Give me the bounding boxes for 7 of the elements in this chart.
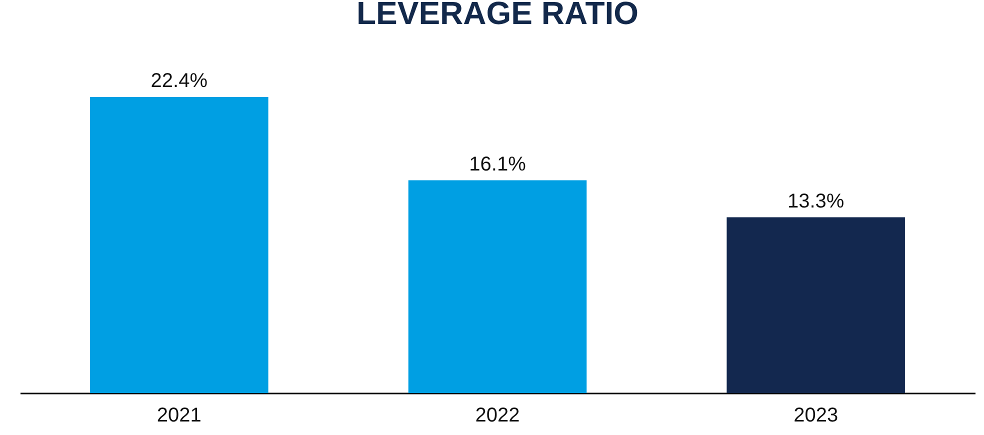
data-label: 16.1%	[469, 153, 526, 176]
x-tick-label: 2023	[794, 404, 838, 426]
chart-title: LEVERAGE RATIO	[356, 0, 639, 31]
x-tick-label: 2021	[156, 404, 202, 426]
data-label: 13.3%	[787, 190, 844, 212]
x-tick-label: 2022	[475, 404, 520, 426]
data-label: 22.4%	[150, 70, 208, 92]
